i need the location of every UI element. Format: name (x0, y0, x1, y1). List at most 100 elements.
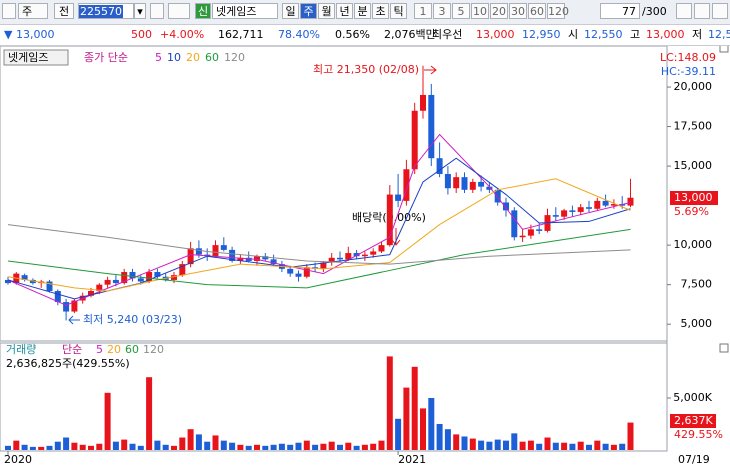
y-tick-label: 15,000 (674, 159, 713, 172)
volume-bar (79, 444, 86, 450)
high-note: 최고 21,350 (02/08) (313, 63, 419, 76)
quote-turnover: 0.56% (335, 28, 370, 41)
volume-bar (29, 446, 36, 450)
volume-bar (287, 444, 294, 450)
period-button[interactable]: 주 (300, 3, 317, 19)
code-input[interactable]: 225570 (78, 3, 134, 19)
candle-body (278, 264, 285, 269)
candle-body (112, 279, 119, 284)
code-dropdown[interactable]: ▾ (134, 3, 146, 19)
volume-bar (453, 434, 460, 450)
period-button[interactable]: 년 (336, 3, 353, 19)
candle-body (478, 181, 485, 187)
range-select[interactable]: 전 (54, 3, 74, 19)
candle-body (204, 254, 211, 257)
candle-body (511, 210, 518, 238)
volume-bar (627, 422, 634, 450)
period-button[interactable]: 분 (354, 3, 371, 19)
volume-legend-entry: 20 (107, 343, 121, 356)
y-tick-label: 10,000 (674, 238, 713, 251)
volume-bar (270, 444, 277, 450)
quote-high: 13,000 (646, 28, 685, 41)
period-button[interactable]: 틱 (390, 3, 407, 19)
interval-button[interactable]: 10 (471, 3, 489, 19)
count-max: /300 (642, 5, 667, 18)
moving-average (7, 228, 631, 289)
interval-button[interactable]: 120 (547, 3, 569, 19)
volume-legend-label: 거래량 (6, 343, 36, 356)
candle-body (627, 197, 634, 206)
candle-body (370, 251, 377, 255)
search-button[interactable] (150, 3, 164, 19)
quote-change-pct: +4.00% (160, 28, 205, 41)
candle-body (328, 257, 335, 263)
candle-body (536, 229, 543, 231)
candle-body (586, 207, 592, 209)
tool-icon[interactable] (712, 3, 728, 19)
chart-tab: 넷게임즈 (8, 51, 48, 64)
volume-bar (146, 377, 153, 450)
candle-body (129, 272, 136, 279)
candle-body (5, 279, 11, 284)
interval-button[interactable]: 30 (509, 3, 527, 19)
volume-tick-label: 5,000K (673, 391, 712, 404)
candle-body (312, 267, 319, 269)
period-button[interactable]: 일 (282, 3, 299, 19)
panel-button[interactable] (719, 343, 729, 353)
candle-body (486, 186, 493, 190)
period-button[interactable]: 초 (372, 3, 389, 19)
volume-bar (195, 434, 202, 450)
candle-body (245, 257, 252, 261)
low-note: 최저 5,240 (03/23) (83, 313, 182, 326)
volume-bar (403, 387, 410, 450)
volume-bar (96, 443, 103, 450)
chart-tab-box (3, 49, 69, 66)
interval-button[interactable]: 20 (490, 3, 508, 19)
volume-bar (395, 418, 402, 450)
volume-bar (436, 424, 443, 450)
volume-bar (179, 437, 186, 450)
volume-bar (370, 443, 377, 450)
volume-bar (577, 441, 584, 450)
interval-button[interactable]: 3 (433, 3, 451, 19)
lc-label: LC:148.09 (660, 51, 716, 64)
menu-icon[interactable] (2, 3, 16, 19)
volume-bar (254, 444, 260, 450)
moving-average (7, 224, 631, 265)
volume-bar (88, 445, 94, 450)
moving-average (7, 178, 631, 292)
candle-body (428, 94, 435, 159)
candle-body (619, 204, 626, 206)
candle-body (561, 210, 568, 217)
quote-price: ▼ 13,000 (4, 28, 55, 41)
candle-body (395, 194, 402, 201)
volume-legend-method: 단순 (62, 343, 82, 356)
tool-icon[interactable] (676, 3, 692, 19)
candle-body (195, 248, 202, 255)
quote-low-label: 저 (692, 28, 703, 41)
market-select[interactable]: 주 (18, 3, 48, 19)
x-tick-label: 2020 (4, 453, 32, 466)
y-tick-label: 17,500 (674, 120, 713, 133)
candle-body (79, 295, 86, 301)
volume-bar (104, 392, 111, 450)
volume-panel (0, 342, 668, 452)
candle-body (154, 272, 161, 277)
interval-button[interactable]: 1 (414, 3, 432, 19)
count-input[interactable]: 77 (600, 3, 640, 19)
volume-bar (320, 443, 327, 450)
volume-bar (71, 442, 78, 450)
period-button[interactable]: 월 (318, 3, 335, 19)
interval-button[interactable]: 60 (528, 3, 546, 19)
candle-body (121, 272, 128, 284)
volume-bar (312, 444, 319, 450)
tool-icon[interactable] (694, 3, 710, 19)
sound-button[interactable] (168, 3, 190, 19)
candle-body (71, 300, 78, 312)
stock-name[interactable]: 넷게임즈 (212, 3, 278, 19)
legend-entry: 120 (224, 51, 245, 64)
interval-button[interactable]: 5 (452, 3, 470, 19)
volume-bar (63, 437, 70, 450)
low-arrow (68, 315, 80, 325)
